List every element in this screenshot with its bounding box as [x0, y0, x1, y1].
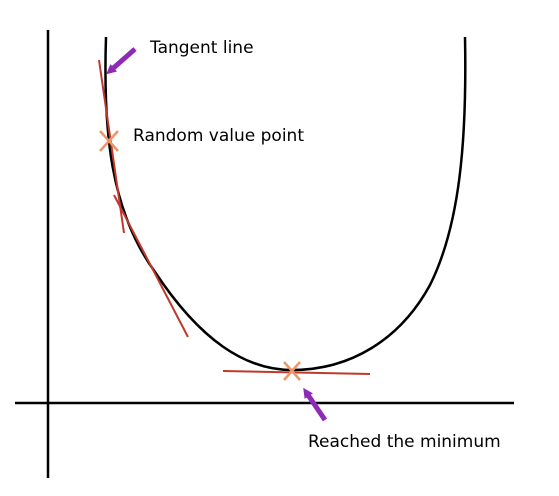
- reached-minimum-label: Reached the minimum: [308, 432, 501, 452]
- tangent-line-minimum: [222, 370, 371, 375]
- loss-curve: [104, 36, 467, 372]
- tangent-line-2: [113, 194, 189, 338]
- random-value-point-label: Random value point: [133, 126, 304, 146]
- minimum-arrow-icon: [303, 387, 328, 422]
- random-point-marker: [99, 130, 119, 152]
- tangent-line-arrow-icon: [106, 47, 137, 75]
- tangent-line-label: Tangent line: [149, 38, 254, 58]
- minimum-point-marker: [283, 361, 301, 381]
